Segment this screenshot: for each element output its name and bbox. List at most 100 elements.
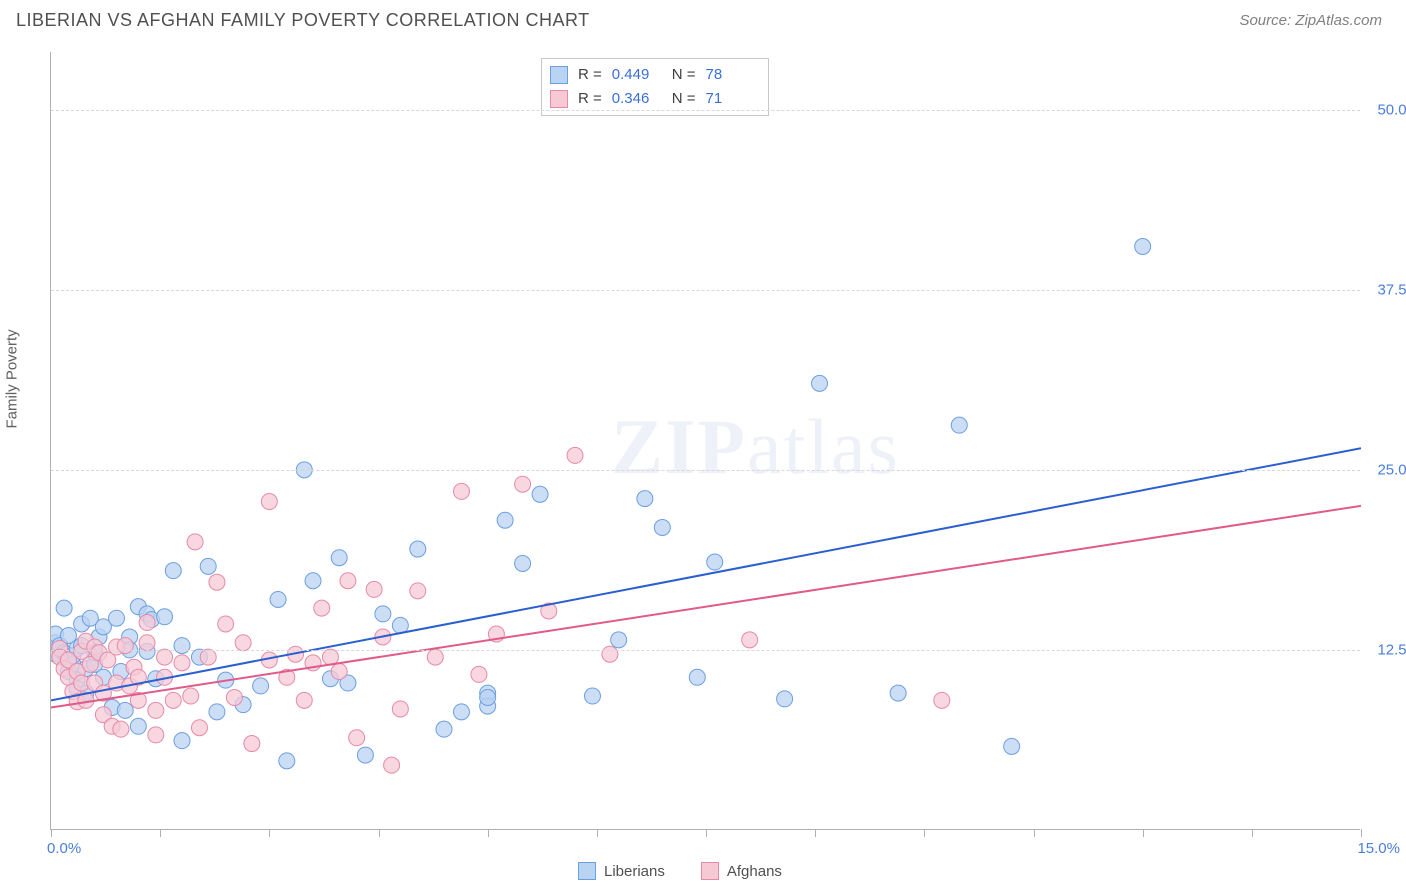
legend: Liberians Afghans (578, 862, 782, 880)
data-point (497, 512, 513, 528)
data-point (148, 702, 164, 718)
chart-title: LIBERIAN VS AFGHAN FAMILY POVERTY CORREL… (16, 10, 590, 31)
data-point (410, 541, 426, 557)
data-point (453, 483, 469, 499)
data-point (532, 486, 548, 502)
data-point (349, 730, 365, 746)
r-value: 0.449 (612, 63, 662, 87)
data-point (331, 550, 347, 566)
x-tick (488, 829, 489, 837)
legend-label: Liberians (604, 863, 665, 880)
data-point (375, 606, 391, 622)
data-point (812, 375, 828, 391)
y-tick-label: 50.0% (1370, 101, 1406, 118)
data-point (174, 638, 190, 654)
y-tick-label: 37.5% (1370, 281, 1406, 298)
data-point (157, 649, 173, 665)
y-tick-label: 12.5% (1370, 641, 1406, 658)
data-point (340, 573, 356, 589)
n-value: 78 (706, 63, 756, 87)
r-value: 0.346 (612, 87, 662, 111)
swatch-liberians (550, 66, 568, 84)
data-point (165, 692, 181, 708)
data-point (139, 635, 155, 651)
data-point (453, 704, 469, 720)
x-tick (379, 829, 380, 837)
data-point (515, 476, 531, 492)
data-point (235, 635, 251, 651)
swatch-afghans (550, 90, 568, 108)
trend-line (51, 448, 1361, 700)
data-point (366, 581, 382, 597)
data-point (296, 692, 312, 708)
data-point (200, 649, 216, 665)
y-tick-label: 25.0% (1370, 461, 1406, 478)
data-point (707, 554, 723, 570)
gridline (51, 470, 1360, 471)
chart-source: Source: ZipAtlas.com (1239, 12, 1382, 29)
data-point (611, 632, 627, 648)
correlation-stats-box: R = 0.449 N = 78 R = 0.346 N = 71 (541, 58, 769, 116)
data-point (253, 678, 269, 694)
data-point (113, 721, 129, 737)
data-point (157, 609, 173, 625)
x-tick (51, 829, 52, 837)
data-point (117, 702, 133, 718)
data-point (436, 721, 452, 737)
gridline (51, 650, 1360, 651)
data-point (584, 688, 600, 704)
data-point (218, 616, 234, 632)
stats-row: R = 0.449 N = 78 (550, 63, 756, 87)
x-tick (706, 829, 707, 837)
data-point (890, 685, 906, 701)
chart-header: LIBERIAN VS AFGHAN FAMILY POVERTY CORREL… (0, 0, 1406, 37)
data-point (689, 669, 705, 685)
x-tick (815, 829, 816, 837)
data-point (392, 701, 408, 717)
data-point (637, 491, 653, 507)
data-point (602, 646, 618, 662)
data-point (117, 638, 133, 654)
data-point (130, 718, 146, 734)
data-point (191, 720, 207, 736)
data-point (270, 591, 286, 607)
x-tick (1034, 829, 1035, 837)
legend-item: Liberians (578, 862, 665, 880)
data-point (567, 447, 583, 463)
data-point (331, 664, 347, 680)
data-point (148, 727, 164, 743)
x-tick (1252, 829, 1253, 837)
x-tick (1361, 829, 1362, 837)
x-min-label: 0.0% (47, 840, 81, 857)
data-point (314, 600, 330, 616)
legend-label: Afghans (727, 863, 782, 880)
data-point (174, 733, 190, 749)
chart-plot-area: ZIPatlas R = 0.449 N = 78 R = 0.346 N = … (50, 52, 1360, 830)
data-point (1135, 239, 1151, 255)
data-point (305, 573, 321, 589)
data-point (187, 534, 203, 550)
data-point (139, 615, 155, 631)
data-point (951, 417, 967, 433)
x-tick (269, 829, 270, 837)
data-point (279, 753, 295, 769)
data-point (357, 747, 373, 763)
swatch-afghans-icon (701, 862, 719, 880)
data-point (384, 757, 400, 773)
data-point (56, 600, 72, 616)
y-axis-label: Family Poverty (4, 329, 21, 428)
data-point (471, 666, 487, 682)
x-tick (1143, 829, 1144, 837)
data-point (410, 583, 426, 599)
x-tick (597, 829, 598, 837)
data-point (109, 610, 125, 626)
data-point (427, 649, 443, 665)
data-point (515, 555, 531, 571)
stats-row: R = 0.346 N = 71 (550, 87, 756, 111)
data-point (174, 655, 190, 671)
data-point (742, 632, 758, 648)
x-max-label: 15.0% (1357, 840, 1400, 857)
legend-item: Afghans (701, 862, 782, 880)
data-point (1004, 738, 1020, 754)
data-point (934, 692, 950, 708)
